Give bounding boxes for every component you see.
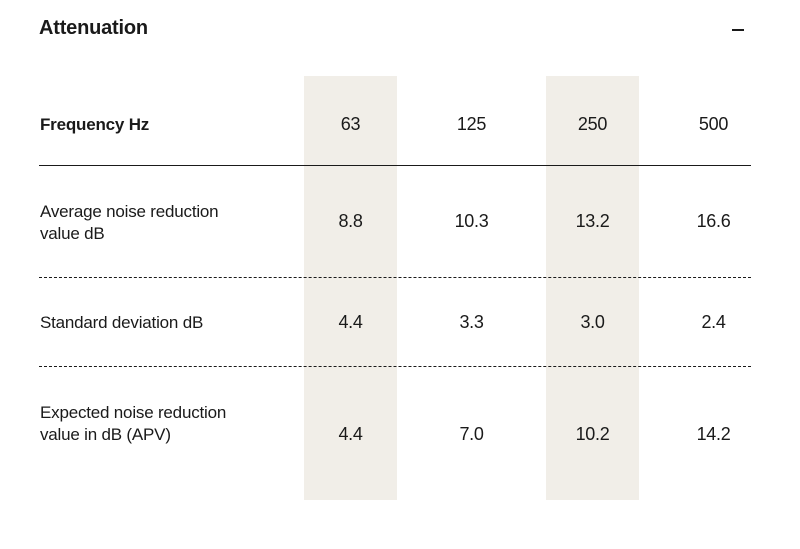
table-cell: 14.2 (696, 424, 731, 444)
column-highlight-250 (546, 76, 639, 500)
table-row: Standard deviation dB 4.4 3.3 3.0 2.4 (39, 279, 751, 366)
attenuation-section-header[interactable]: Attenuation (0, 0, 800, 60)
header-divider (39, 165, 751, 166)
section-title: Attenuation (39, 17, 148, 39)
row-divider (39, 366, 751, 367)
row-label: Standard deviation dB (40, 313, 204, 332)
table-cell: 3.3 (459, 312, 484, 332)
frequency-header-label: Frequency Hz (40, 115, 150, 134)
frequency-125: 125 (456, 114, 487, 134)
table-header-row: Frequency Hz 63 125 250 500 (39, 76, 751, 166)
row-label: Expected noise reduction value in dB (AP… (40, 403, 227, 444)
table-cell: 4.4 (338, 312, 363, 332)
table-cell: 13.2 (575, 211, 610, 231)
table-row: Average noise reduction value dB 8.8 10.… (39, 167, 751, 277)
table-cell: 4.4 (338, 424, 363, 444)
table-row: Expected noise reduction value in dB (AP… (39, 368, 751, 500)
row-divider (39, 277, 751, 278)
frequency-500: 500 (698, 114, 729, 134)
frequency-250: 250 (577, 114, 608, 134)
table-cell: 3.0 (580, 312, 605, 332)
table-cell: 10.3 (454, 211, 489, 231)
column-highlight-63 (304, 76, 397, 500)
table-cell: 8.8 (338, 211, 363, 231)
minus-icon[interactable] (728, 16, 750, 42)
table-cell: 16.6 (696, 211, 731, 231)
table-cell: 7.0 (459, 424, 484, 444)
table-cell: 10.2 (575, 424, 610, 444)
row-label: Average noise reduction value dB (40, 202, 219, 243)
frequency-63: 63 (340, 114, 361, 134)
table-cell: 2.4 (701, 312, 726, 332)
